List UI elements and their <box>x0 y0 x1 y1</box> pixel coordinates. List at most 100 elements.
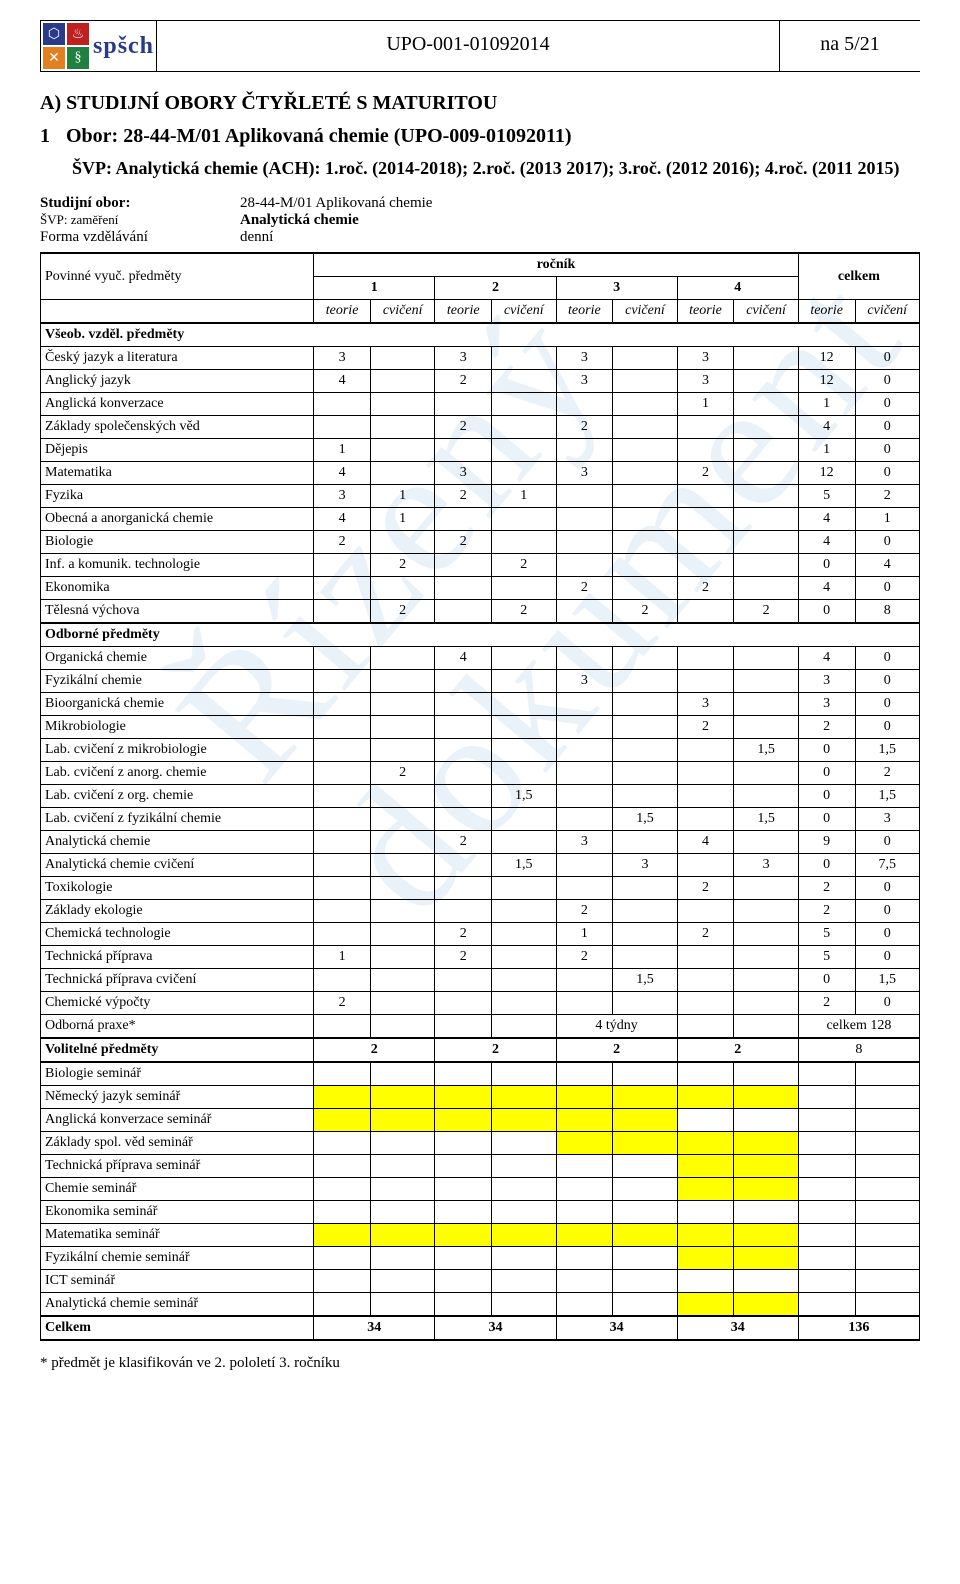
cell: 2 <box>798 877 855 900</box>
cell <box>492 739 556 762</box>
th-t2: teorie <box>435 300 492 324</box>
cell <box>855 1155 920 1178</box>
cell <box>492 393 556 416</box>
cell: 1 <box>370 485 434 508</box>
seminar-cell <box>314 1224 371 1247</box>
cell <box>370 693 434 716</box>
cell <box>435 393 492 416</box>
row-label: Tělesná výchova <box>41 600 314 624</box>
row-label: Technická příprava <box>41 946 314 969</box>
cell: 0 <box>855 347 920 370</box>
cell <box>798 1109 855 1132</box>
cell <box>677 531 734 554</box>
row-label: Inf. a komunik. technologie <box>41 554 314 577</box>
cell <box>855 1132 920 1155</box>
cell: 1,5 <box>613 808 677 831</box>
cell <box>734 485 798 508</box>
row-label: Základy společenských věd <box>41 416 314 439</box>
seminar-cell <box>556 1201 613 1224</box>
cell <box>734 554 798 577</box>
cell: 0 <box>855 577 920 600</box>
cell <box>677 416 734 439</box>
cell <box>370 531 434 554</box>
seminar-cell <box>492 1086 556 1109</box>
cell <box>677 439 734 462</box>
cell <box>613 716 677 739</box>
seminar-cell <box>613 1201 677 1224</box>
seminar-cell <box>370 1247 434 1270</box>
seminar-cell <box>370 1132 434 1155</box>
meta-l3: Forma vzdělávání <box>40 229 240 246</box>
cell <box>798 1224 855 1247</box>
cell: 2 <box>435 531 492 554</box>
seminar-cell <box>677 1247 734 1270</box>
cell <box>613 739 677 762</box>
cell <box>556 808 613 831</box>
seminar-cell <box>556 1062 613 1086</box>
cell: 4 <box>798 577 855 600</box>
cell <box>314 808 371 831</box>
cell: 0 <box>855 439 920 462</box>
seminar-row: Německý jazyk seminář <box>41 1086 920 1109</box>
seminar-cell <box>677 1109 734 1132</box>
cell: 2 <box>677 923 734 946</box>
cell <box>435 670 492 693</box>
cell <box>370 785 434 808</box>
cell <box>734 577 798 600</box>
cell <box>314 831 371 854</box>
seminar-cell <box>556 1109 613 1132</box>
meta-l2: ŠVP: zaměření <box>40 212 240 229</box>
seminar-cell <box>734 1247 798 1270</box>
cell: 3 <box>734 854 798 877</box>
sec-volitelne: Volitelné předměty <box>41 1038 314 1062</box>
table-row: Fyzika312152 <box>41 485 920 508</box>
cell <box>556 762 613 785</box>
seminar-cell <box>613 1293 677 1317</box>
cell: 3 <box>556 370 613 393</box>
cell: 4 <box>798 416 855 439</box>
row-label: Lab. cvičení z org. chemie <box>41 785 314 808</box>
meta-l1: Studijní obor: <box>40 195 240 212</box>
row-label: Bioorganická chemie <box>41 693 314 716</box>
cell <box>677 647 734 670</box>
seminar-cell <box>370 1062 434 1086</box>
seminar-cell <box>556 1155 613 1178</box>
cell <box>677 946 734 969</box>
cell <box>492 647 556 670</box>
cell <box>492 900 556 923</box>
praxe-mid: 4 týdny <box>556 1015 677 1039</box>
cell <box>734 670 798 693</box>
row-label: Anglická konverzace <box>41 393 314 416</box>
row-label: Ekonomika <box>41 577 314 600</box>
cell <box>734 416 798 439</box>
cell <box>314 716 371 739</box>
cell <box>613 946 677 969</box>
seminar-cell <box>435 1293 492 1317</box>
cell <box>677 969 734 992</box>
cell: 1 <box>677 393 734 416</box>
seminar-cell <box>613 1062 677 1086</box>
praxe-tot: celkem 128 <box>798 1015 919 1039</box>
table-row: Chemické výpočty220 <box>41 992 920 1015</box>
cell <box>492 439 556 462</box>
cell <box>370 462 434 485</box>
th-t4: teorie <box>677 300 734 324</box>
seminar-label: Základy spol. věd seminář <box>41 1132 314 1155</box>
obor-number: 1 <box>40 125 50 148</box>
cell <box>370 969 434 992</box>
cell <box>370 854 434 877</box>
cell: 4 <box>435 647 492 670</box>
row-volitelne: Volitelné předměty 2 2 2 2 8 <box>41 1038 920 1062</box>
cell <box>613 647 677 670</box>
seminar-cell <box>613 1155 677 1178</box>
cell: 2 <box>677 462 734 485</box>
cell <box>314 647 371 670</box>
cell: 0 <box>798 762 855 785</box>
cell <box>314 969 371 992</box>
seminar-cell <box>734 1062 798 1086</box>
cell: 0 <box>855 393 920 416</box>
cell: 0 <box>855 992 920 1015</box>
seminar-cell <box>435 1270 492 1293</box>
table-row: Analytická chemie cvičení1,53307,5 <box>41 854 920 877</box>
seminar-cell <box>314 1062 371 1086</box>
